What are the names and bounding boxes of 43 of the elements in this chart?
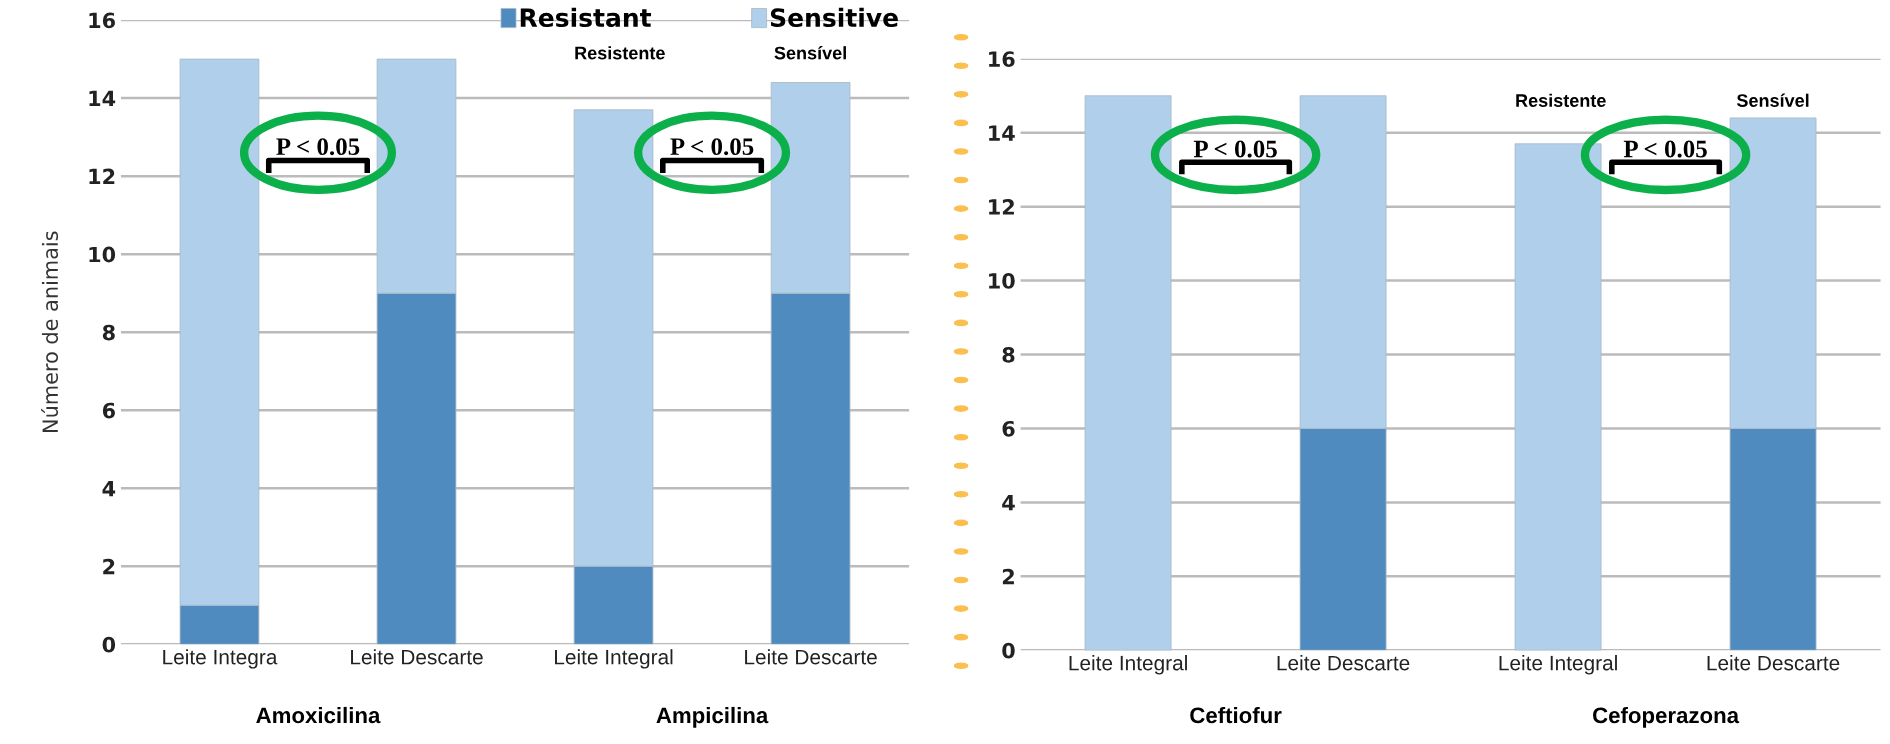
- y-tick-label: 0: [1002, 642, 1015, 659]
- y-tick-label: 14: [89, 90, 116, 107]
- y-tick-label: 6: [1002, 420, 1015, 437]
- text: Ampicilina: [656, 706, 769, 728]
- annotation: P < 0.05: [1623, 140, 1707, 158]
- legend-label: Resistant: [520, 7, 652, 28]
- annotation: P < 0.05: [1193, 140, 1277, 158]
- annotation: Resistente: [575, 46, 665, 60]
- y-tick-label: 8: [1002, 346, 1015, 363]
- x-tick-label: Leite Descarte: [745, 649, 877, 665]
- y-tick-label: 2: [103, 558, 115, 575]
- y-tick-label: 16: [989, 51, 1015, 67]
- annotation: Sensível: [1736, 93, 1809, 107]
- annotation: Sensível: [774, 46, 846, 60]
- text: Cefoperazona: [1593, 706, 1740, 728]
- bar: [1084, 95, 1172, 651]
- y-axis-title: Número de animais: [41, 231, 59, 432]
- y-tick-label: 14: [989, 125, 1015, 141]
- y-tick-label: 2: [1002, 568, 1014, 585]
- text: Ceftiofur: [1190, 706, 1282, 724]
- y-tick-label: 10: [89, 246, 116, 263]
- y-tick-label: 12: [89, 168, 115, 185]
- x-tick-label: Leite Integral: [1499, 655, 1617, 675]
- x-tick-label: Leite Integral: [555, 649, 673, 669]
- annotation: P < 0.05: [276, 138, 360, 156]
- text: Amoxicilina: [256, 706, 381, 724]
- y-tick-label: 6: [102, 402, 115, 419]
- annotation: Resistente: [1516, 93, 1606, 107]
- y-tick-label: 8: [102, 324, 115, 341]
- y-tick-label: 12: [989, 199, 1014, 215]
- x-tick-label: Leite Integra: [163, 649, 278, 669]
- y-tick-label: 10: [989, 273, 1015, 289]
- x-tick-label: Leite Integral: [1069, 655, 1187, 675]
- x-tick-label: Leite Descarte: [351, 649, 483, 665]
- x-tick-label: Leite Descarte: [1707, 655, 1840, 671]
- x-tick-label: Leite Descarte: [1277, 655, 1410, 671]
- legend-label: Sensitive: [770, 7, 898, 28]
- bar: [1514, 143, 1602, 651]
- y-tick-label: 4: [102, 480, 116, 497]
- y-tick-label: 16: [89, 12, 115, 29]
- annotation: P < 0.05: [670, 138, 754, 156]
- y-tick-label: 4: [1002, 495, 1015, 511]
- y-tick-label: 0: [102, 636, 116, 653]
